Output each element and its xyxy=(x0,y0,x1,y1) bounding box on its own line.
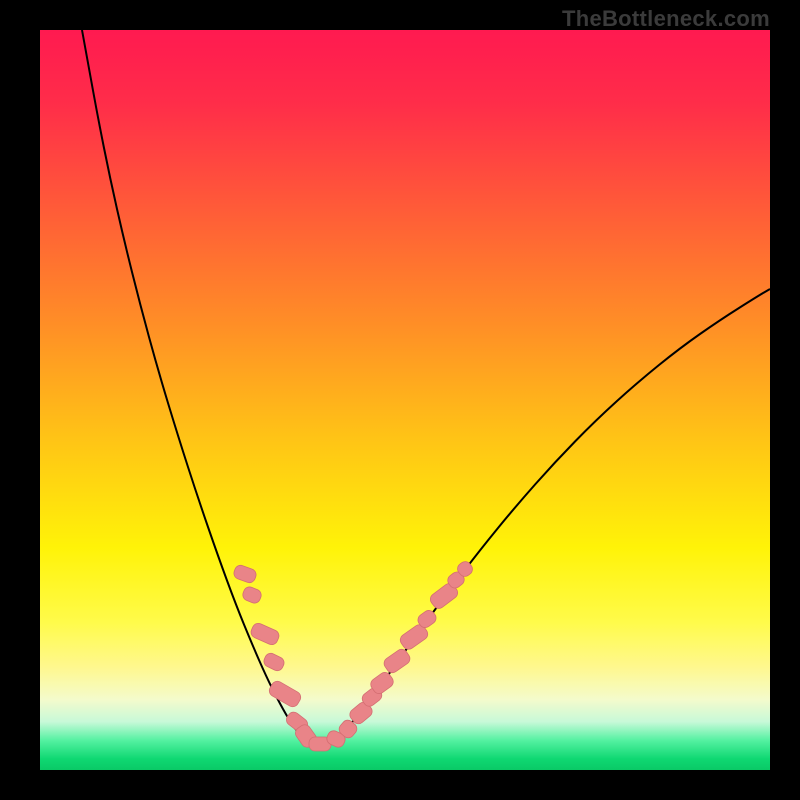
plot-area xyxy=(40,30,770,770)
chart-frame: TheBottleneck.com xyxy=(0,0,800,800)
chart-svg xyxy=(40,30,770,770)
watermark-text: TheBottleneck.com xyxy=(562,6,770,32)
